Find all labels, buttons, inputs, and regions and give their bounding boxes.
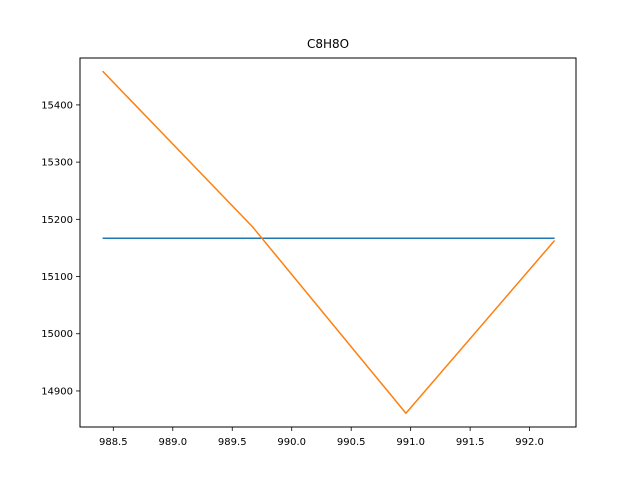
y-tick-label: 15200 xyxy=(41,215,73,226)
x-tick-label: 990.5 xyxy=(337,437,366,448)
x-tick-label: 991.5 xyxy=(456,437,485,448)
x-tick-label: 990.0 xyxy=(277,437,306,448)
x-tick-label: 992.0 xyxy=(515,437,544,448)
x-axis: 988.5 989.0 989.5 990.0 990.5 991.0 991.5 992.0 xyxy=(99,427,544,448)
y-tick-label: 15100 xyxy=(41,272,73,283)
y-tick-label: 15000 xyxy=(41,329,73,340)
y-tick-label: 14900 xyxy=(41,386,73,397)
x-tick-label: 989.5 xyxy=(218,437,247,448)
series-layer xyxy=(102,70,556,415)
y-tick-label: 15300 xyxy=(41,158,73,169)
y-axis: 14900 15000 15100 15200 15300 15400 xyxy=(41,100,80,397)
x-tick-label: 989.0 xyxy=(158,437,187,448)
y-tick-label: 15400 xyxy=(41,100,73,111)
chart-title: C8H8O xyxy=(307,37,349,51)
series-line-1 xyxy=(102,70,556,415)
x-tick-label: 988.5 xyxy=(99,437,128,448)
plot-frame xyxy=(79,57,577,428)
x-tick-label: 991.0 xyxy=(396,437,425,448)
